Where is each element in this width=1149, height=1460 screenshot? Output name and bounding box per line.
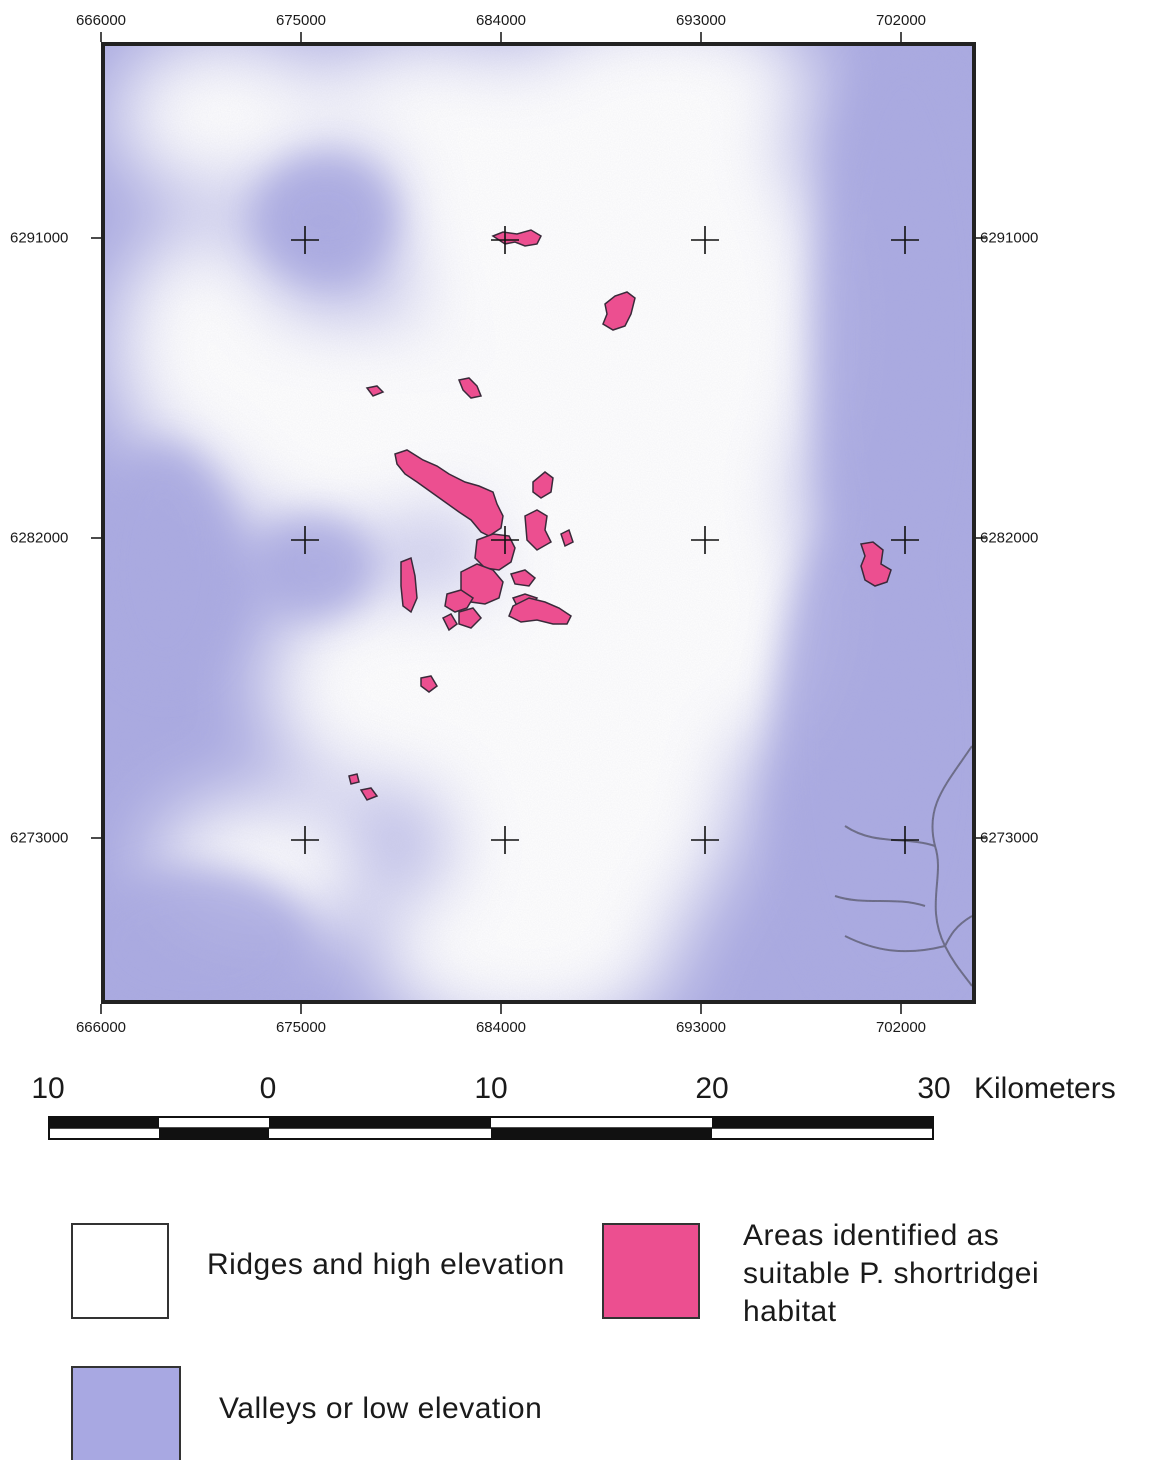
x-tick-top-702000: 702000 (875, 12, 927, 29)
graticule-cross (291, 526, 319, 554)
graticule-cross (491, 826, 519, 854)
habitat-patch (457, 377, 483, 399)
y-tick-left-6291000: 6291000 (10, 229, 69, 247)
habitat-patch (394, 449, 504, 537)
graticule-cross (491, 526, 519, 554)
scale-label-0: 0 (259, 1072, 277, 1105)
habitat-patch (602, 291, 636, 331)
x-tick-top-684000: 684000 (475, 12, 527, 29)
habitat-patch (508, 597, 572, 625)
graticule-cross (691, 826, 719, 854)
habitat-patch (524, 509, 552, 551)
x-tick-bottom-666000: 666000 (75, 1019, 127, 1036)
x-tick-bottom-702000: 702000 (875, 1019, 927, 1036)
habitat-patch (458, 607, 483, 629)
y-tick-left-6282000: 6282000 (10, 529, 69, 547)
habitat-patch (860, 541, 892, 587)
legend-swatch-habitat (602, 1223, 700, 1319)
x-tick-top-675000: 675000 (275, 12, 327, 29)
graticule-cross (691, 226, 719, 254)
legend-label-habitat-line-1: Areas identified as (743, 1219, 1000, 1252)
habitat-patch (441, 613, 458, 632)
legend-label-ridges: Ridges and high elevation (207, 1248, 565, 1281)
graticule-cross (291, 226, 319, 254)
habitat-patch (400, 556, 418, 614)
graticule-cross (491, 226, 519, 254)
y-tick-right-6273000: 6273000 (980, 829, 1039, 847)
graticule-cross (691, 526, 719, 554)
legend-swatch-valleys (71, 1366, 181, 1460)
habitat-patch (348, 773, 360, 785)
scale-label-30: 30 (917, 1072, 951, 1105)
habitat-patch (509, 569, 537, 587)
habitat-patch (359, 787, 379, 801)
x-tick-top-693000: 693000 (675, 12, 727, 29)
habitat-areas (348, 229, 892, 801)
habitat-patch (560, 528, 574, 548)
graticule-cross (891, 826, 919, 854)
legend-label-habitat-line-3: habitat (743, 1295, 837, 1328)
x-tick-top-666000: 666000 (75, 12, 127, 29)
legend-label-habitat-line-2: suitable P. shortridgei (743, 1257, 1040, 1290)
y-tick-right-6282000: 6282000 (980, 529, 1039, 547)
scale-label-10: 10 (474, 1072, 508, 1105)
legend-swatch-ridges (71, 1223, 169, 1319)
legend-label-habitat: Areas identified as suitable P. shortrid… (743, 1217, 1039, 1331)
habitat-patch (532, 471, 554, 499)
x-tick-bottom-693000: 693000 (675, 1019, 727, 1036)
y-tick-left-6273000: 6273000 (10, 829, 69, 847)
x-tick-bottom-684000: 684000 (475, 1019, 527, 1036)
habitat-patch (444, 589, 475, 613)
x-tick-bottom-675000: 675000 (275, 1019, 327, 1036)
graticule-cross (891, 226, 919, 254)
graticule-cross (291, 826, 319, 854)
graticule-crosses (291, 226, 919, 854)
frame-ticks (91, 32, 986, 1014)
scale-label-10-left: 10 (31, 1072, 65, 1105)
y-tick-right-6291000: 6291000 (980, 229, 1039, 247)
habitat-patch (365, 385, 385, 397)
scale-unit-label: Kilometers (974, 1072, 1116, 1105)
elevation-map (101, 42, 976, 1004)
scale-bar (48, 1116, 934, 1140)
legend-label-valleys: Valleys or low elevation (219, 1392, 543, 1425)
habitat-patch (420, 675, 438, 693)
graticule-cross (891, 526, 919, 554)
scale-label-20: 20 (695, 1072, 729, 1105)
elevation-map-canvas (105, 46, 972, 1000)
